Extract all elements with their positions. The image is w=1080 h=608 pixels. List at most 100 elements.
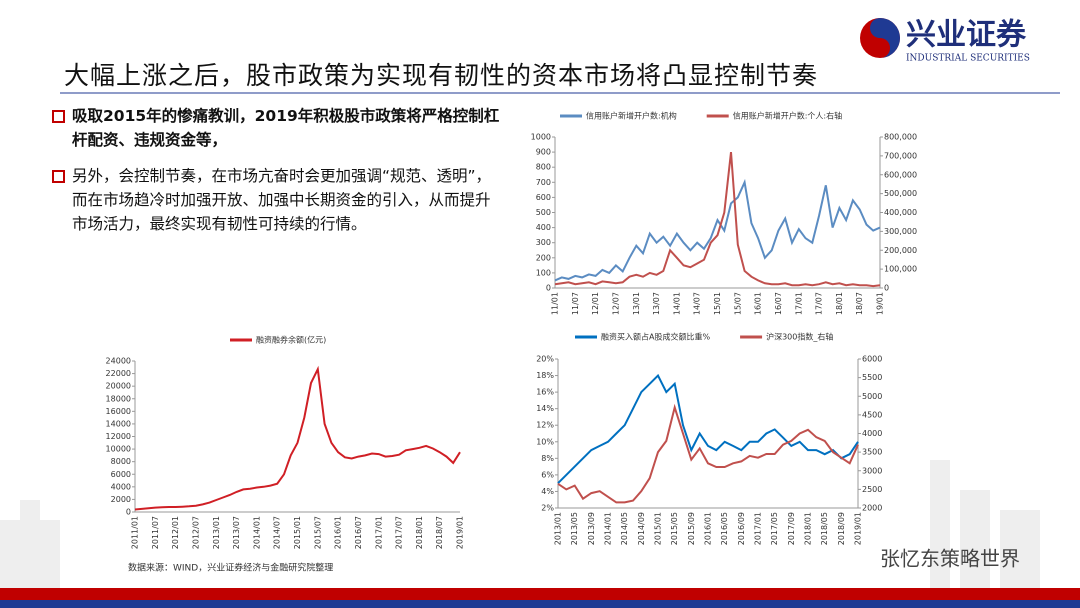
x-tick-label: 2017/01 xyxy=(754,512,763,545)
x-tick-label: 2017/07 xyxy=(395,516,404,549)
y-tick-label: 10000 xyxy=(106,445,131,454)
y-tick-label: 300,000 xyxy=(884,227,917,236)
logo-en: INDUSTRIAL SECURITIES xyxy=(906,54,1030,64)
x-tick-label: 11/07 xyxy=(571,292,580,315)
x-tick-label: 16/01 xyxy=(754,292,763,315)
y-tick-label: 20% xyxy=(536,355,554,364)
y-tick-label: 12000 xyxy=(106,432,131,441)
source: 数据来源：WIND，兴业证券经济与金融研究院整理 xyxy=(128,562,333,574)
y-tick-label: 22000 xyxy=(106,369,131,378)
x-tick-label: 15/07 xyxy=(733,292,742,315)
y-tick-label: 12% xyxy=(536,421,554,430)
y-tick-label: 1000 xyxy=(531,133,551,142)
logo-text: 兴业证券 xyxy=(906,18,1027,53)
x-tick-label: 2014/01 xyxy=(604,512,613,545)
y-tick-label: 400 xyxy=(536,223,551,232)
y-tick-label: 20000 xyxy=(106,382,131,391)
x-tick-label: 2012/07 xyxy=(191,516,200,549)
x-tick-label: 18/07 xyxy=(855,292,864,315)
y-tick-label: 2% xyxy=(541,504,554,513)
y-tick-label: 14% xyxy=(536,404,554,413)
y-tick-label: 3500 xyxy=(862,448,882,457)
x-tick-label: 17/07 xyxy=(815,292,824,315)
watermark: 张忆东策略世界 xyxy=(880,547,1020,571)
x-tick-label: 14/01 xyxy=(672,292,681,315)
x-tick-label: 2017/01 xyxy=(374,516,383,549)
y-tick-label: 100 xyxy=(536,268,551,277)
x-tick-label: 2015/07 xyxy=(313,516,322,549)
x-tick-label: 2018/05 xyxy=(820,512,829,545)
footer-bar xyxy=(0,588,1080,600)
slide-title: 大幅上涨之后，股市政策为实现有韧性的资本市场将凸显控制节奏 xyxy=(64,61,819,90)
series-line xyxy=(557,403,859,504)
footer-bar-blue xyxy=(0,600,1080,608)
x-tick-label: 2016/09 xyxy=(737,512,746,545)
y-tick-label: 300 xyxy=(536,238,551,247)
y-tick-label: 900 xyxy=(536,148,551,157)
x-tick-label: 2012/01 xyxy=(171,516,180,549)
x-tick-label: 2014/01 xyxy=(252,516,261,549)
y-tick-label: 700 xyxy=(536,178,551,187)
x-tick-label: 2016/01 xyxy=(334,516,343,549)
y-tick-label: 2500 xyxy=(862,485,882,494)
legend-label: 沪深300指数_右轴 xyxy=(766,332,833,342)
y-tick-label: 8000 xyxy=(111,457,131,466)
x-tick-label: 2016/07 xyxy=(354,516,363,549)
x-tick-label: 19/01 xyxy=(876,292,885,315)
legend-label: 融资买入额占A股成交额比重% xyxy=(601,332,710,342)
x-tick-label: 2013/05 xyxy=(570,512,579,545)
series-line xyxy=(554,151,881,288)
bullet-text: 吸取2015年的惨痛教训，2019年积极股市政策将严格控制杠杆配资、违规资金等， xyxy=(72,107,500,149)
series-line xyxy=(134,365,461,511)
bullet: 吸取2015年的惨痛教训，2019年积极股市政策将严格控制杠杆配资、违规资金等， xyxy=(52,104,504,152)
y-tick-label: 18000 xyxy=(106,394,131,403)
x-tick-label: 12/07 xyxy=(611,292,620,315)
y-tick-label: 10% xyxy=(536,437,554,446)
legend-label: 信用账户新增开户数:机构 xyxy=(586,111,677,121)
x-tick-label: 15/01 xyxy=(713,292,722,315)
y-tick-label: 0 xyxy=(884,284,889,293)
y-tick-label: 4000 xyxy=(862,429,882,438)
x-tick-label: 2015/01 xyxy=(654,512,663,545)
y-tick-label: 100,000 xyxy=(884,265,917,274)
y-tick-label: 24000 xyxy=(106,357,131,366)
y-tick-label: 18% xyxy=(536,371,554,380)
x-tick-label: 16/07 xyxy=(774,292,783,315)
x-tick-label: 2019/01 xyxy=(456,516,465,549)
x-tick-label: 2013/09 xyxy=(587,512,596,545)
series-line xyxy=(554,178,881,282)
x-tick-label: 2018/01 xyxy=(415,516,424,549)
y-tick-label: 200 xyxy=(536,253,551,262)
y-tick-label: 700,000 xyxy=(884,151,917,160)
x-tick-label: 18/01 xyxy=(835,292,844,315)
x-tick-label: 13/07 xyxy=(652,292,661,315)
y-tick-label: 2000 xyxy=(111,495,131,504)
x-tick-label: 2018/01 xyxy=(804,512,813,545)
x-tick-label: 11/01 xyxy=(551,292,560,315)
y-tick-label: 6% xyxy=(541,470,554,479)
x-tick-label: 2016/01 xyxy=(704,512,713,545)
x-tick-label: 2015/01 xyxy=(293,516,302,549)
x-tick-label: 2018/07 xyxy=(435,516,444,549)
y-tick-label: 500 xyxy=(536,208,551,217)
series-line xyxy=(557,373,859,484)
y-tick-label: 600 xyxy=(536,193,551,202)
bullet: 另外，会控制节奏，在市场亢奋时会更加强调“规范、透明”，而在市场趋冷时加强开放、… xyxy=(52,164,504,236)
y-tick-label: 5000 xyxy=(862,392,882,401)
y-tick-label: 800,000 xyxy=(884,133,917,142)
x-tick-label: 2017/05 xyxy=(770,512,779,545)
y-tick-label: 6000 xyxy=(862,355,882,364)
x-tick-label: 2015/05 xyxy=(670,512,679,545)
y-tick-label: 800 xyxy=(536,163,551,172)
y-tick-label: 2000 xyxy=(862,504,882,513)
y-tick-label: 16% xyxy=(536,388,554,397)
y-tick-label: 8% xyxy=(541,454,554,463)
y-tick-label: 600,000 xyxy=(884,170,917,179)
bullet-text: 另外，会控制节奏，在市场亢奋时会更加强调“规范、透明”，而在市场趋冷时加强开放、… xyxy=(72,167,492,233)
y-tick-label: 4000 xyxy=(111,482,131,491)
x-tick-label: 2016/05 xyxy=(720,512,729,545)
x-tick-label: 2017/09 xyxy=(787,512,796,545)
logo-icon-part xyxy=(870,18,900,58)
